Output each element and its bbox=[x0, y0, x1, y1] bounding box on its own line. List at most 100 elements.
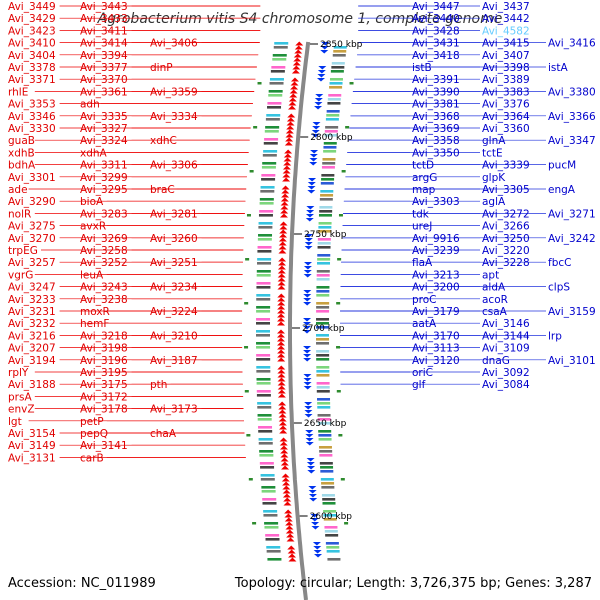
gene-label-avi-3178[interactable]: Avi_3178 bbox=[80, 404, 128, 416]
gene-label-avi-3275[interactable]: Avi_3275 bbox=[8, 221, 56, 233]
gene-label-avi-3146[interactable]: Avi_3146 bbox=[482, 318, 530, 330]
gene-label-avi-3216[interactable]: Avi_3216 bbox=[8, 330, 56, 342]
gene-label-avi-3347[interactable]: Avi_3347 bbox=[548, 135, 596, 147]
gene-label-avi-3120[interactable]: Avi_3120 bbox=[412, 355, 460, 367]
gene-label-avi-3175[interactable]: Avi_3175 bbox=[80, 379, 128, 391]
gene-label-avi-3170[interactable]: Avi_3170 bbox=[412, 330, 460, 342]
gene-label-avi-3271[interactable]: Avi_3271 bbox=[548, 208, 596, 220]
gene-label-avi-3232[interactable]: Avi_3232 bbox=[8, 318, 56, 330]
gene-label-avi-3303[interactable]: Avi_3303 bbox=[412, 196, 460, 208]
gene-label-tctd[interactable]: tctD bbox=[412, 160, 434, 172]
gene-label-tcte[interactable]: tctE bbox=[482, 147, 503, 159]
gene-label-avi-3443[interactable]: Avi_3443 bbox=[80, 1, 128, 13]
gene-label-alda[interactable]: aldA bbox=[482, 282, 506, 294]
gene-label-avi-3084[interactable]: Avi_3084 bbox=[482, 379, 530, 391]
gene-label-xdhb[interactable]: xdhB bbox=[8, 147, 35, 159]
gene-label-avi-3149[interactable]: Avi_3149 bbox=[8, 440, 56, 452]
gene-label-ista[interactable]: istA bbox=[548, 62, 569, 74]
gene-label-avi-3406[interactable]: Avi_3406 bbox=[150, 38, 198, 50]
gene-label-avi-3376[interactable]: Avi_3376 bbox=[482, 99, 530, 111]
gene-label-avi-3196[interactable]: Avi_3196 bbox=[80, 355, 128, 367]
gene-label-avi-3210[interactable]: Avi_3210 bbox=[150, 330, 198, 342]
gene-label-avi-3398[interactable]: Avi_3398 bbox=[482, 62, 530, 74]
gene-label-aata[interactable]: aatA bbox=[412, 318, 437, 330]
gene-label-avi-3391[interactable]: Avi_3391 bbox=[412, 74, 460, 86]
gene-label-avi-3257[interactable]: Avi_3257 bbox=[8, 257, 56, 269]
gene-label-avi-3252[interactable]: Avi_3252 bbox=[80, 257, 128, 269]
gene-label-bdha[interactable]: bdhA bbox=[8, 160, 36, 172]
gene-label-avi-3247[interactable]: Avi_3247 bbox=[8, 282, 56, 294]
gene-label-bioa[interactable]: bioA bbox=[80, 196, 104, 208]
gene-label-urej[interactable]: ureJ bbox=[412, 221, 432, 233]
gene-label-glf[interactable]: glf bbox=[412, 379, 426, 391]
gene-label-avi-3231[interactable]: Avi_3231 bbox=[8, 306, 56, 318]
gene-label-avi-3390[interactable]: Avi_3390 bbox=[412, 86, 460, 98]
gene-label-pepq[interactable]: pepQ bbox=[80, 428, 108, 440]
gene-label-avi-3353[interactable]: Avi_3353 bbox=[8, 99, 56, 111]
gene-label-guab[interactable]: guaB bbox=[8, 135, 35, 147]
gene-label-avi-3350[interactable]: Avi_3350 bbox=[412, 147, 460, 159]
gene-label-avi-3187[interactable]: Avi_3187 bbox=[150, 355, 198, 367]
gene-label-avi-3281[interactable]: Avi_3281 bbox=[150, 208, 198, 220]
gene-label-avi-3101[interactable]: Avi_3101 bbox=[548, 355, 596, 367]
gene-label-rply[interactable]: rplY bbox=[8, 367, 29, 379]
gene-label-avi-3416[interactable]: Avi_3416 bbox=[548, 38, 596, 50]
gene-label-avi-3339[interactable]: Avi_3339 bbox=[482, 160, 530, 172]
gene-label-tdk[interactable]: tdk bbox=[412, 208, 430, 220]
gene-label-avi-3305[interactable]: Avi_3305 bbox=[482, 184, 530, 196]
gene-label-lgt[interactable]: lgt bbox=[8, 416, 22, 428]
gene-label-avi-3092[interactable]: Avi_3092 bbox=[482, 367, 530, 379]
gene-label-avi-3220[interactable]: Avi_3220 bbox=[482, 245, 530, 257]
gene-label-avi-3243[interactable]: Avi_3243 bbox=[80, 282, 128, 294]
gene-label-avi-3200[interactable]: Avi_3200 bbox=[412, 282, 460, 294]
gene-label-avi-3404[interactable]: Avi_3404 bbox=[8, 50, 56, 62]
gene-label-avi-3377[interactable]: Avi_3377 bbox=[80, 62, 128, 74]
gene-label-avi-3272[interactable]: Avi_3272 bbox=[482, 208, 530, 220]
gene-label-avi-3207[interactable]: Avi_3207 bbox=[8, 343, 56, 355]
gene-label-argg[interactable]: argG bbox=[412, 172, 437, 184]
gene-label-oric[interactable]: oriC bbox=[412, 367, 433, 379]
gene-label-avi-3361[interactable]: Avi_3361 bbox=[80, 86, 128, 98]
gene-label-avi-3239[interactable]: Avi_3239 bbox=[412, 245, 460, 257]
gene-label-avi-3440[interactable]: Avi_3440 bbox=[412, 13, 460, 25]
gene-label-brac[interactable]: braC bbox=[150, 184, 175, 196]
gene-label-avi-3371[interactable]: Avi_3371 bbox=[8, 74, 56, 86]
gene-label-chaa[interactable]: chaA bbox=[150, 428, 177, 440]
gene-label-avi-3324[interactable]: Avi_3324 bbox=[80, 135, 128, 147]
gene-label-avi-3334[interactable]: Avi_3334 bbox=[150, 111, 198, 123]
gene-label-avi-3242[interactable]: Avi_3242 bbox=[548, 233, 596, 245]
gene-label-istb[interactable]: istB bbox=[412, 62, 432, 74]
gene-label-avi-3327[interactable]: Avi_3327 bbox=[80, 123, 128, 135]
gene-label-rhle[interactable]: rhlE bbox=[8, 86, 28, 98]
gene-label-avi-3198[interactable]: Avi_3198 bbox=[80, 343, 128, 355]
gene-label-avxr[interactable]: avxR bbox=[80, 221, 106, 233]
gene-label-avi-3299[interactable]: Avi_3299 bbox=[80, 172, 128, 184]
gene-label-avi-3335[interactable]: Avi_3335 bbox=[80, 111, 128, 123]
gene-label-avi-3141[interactable]: Avi_3141 bbox=[80, 440, 128, 452]
gene-label-lrp[interactable]: lrp bbox=[548, 330, 562, 342]
gene-label-avi-3113[interactable]: Avi_3113 bbox=[412, 343, 460, 355]
gene-label-avi-3295[interactable]: Avi_3295 bbox=[80, 184, 128, 196]
gene-label-petp[interactable]: petP bbox=[80, 416, 104, 428]
gene-label-glpk[interactable]: glpK bbox=[482, 172, 506, 184]
gene-label-avi-3423[interactable]: Avi_3423 bbox=[8, 25, 56, 37]
gene-label-avi-3368[interactable]: Avi_3368 bbox=[412, 111, 460, 123]
gene-label-xdha[interactable]: xdhA bbox=[80, 147, 108, 159]
gene-label-avi-3172[interactable]: Avi_3172 bbox=[80, 391, 128, 403]
gene-label-dnag[interactable]: dnaG bbox=[482, 355, 510, 367]
gene-label-avi-3381[interactable]: Avi_3381 bbox=[412, 99, 460, 111]
gene-label-clps[interactable]: clpS bbox=[548, 282, 570, 294]
gene-label-avi-3213[interactable]: Avi_3213 bbox=[412, 269, 460, 281]
gene-label-apt[interactable]: apt bbox=[482, 269, 499, 281]
gene-label-avi-3224[interactable]: Avi_3224 bbox=[150, 306, 198, 318]
gene-label-envz[interactable]: envZ bbox=[8, 404, 35, 416]
gene-label-prsa[interactable]: prsA bbox=[8, 391, 32, 403]
gene-label-avi-3270[interactable]: Avi_3270 bbox=[8, 233, 56, 245]
gene-label-avi-3195[interactable]: Avi_3195 bbox=[80, 367, 128, 379]
gene-label-avi-3306[interactable]: Avi_3306 bbox=[150, 160, 198, 172]
gene-label-avi-3251[interactable]: Avi_3251 bbox=[150, 257, 198, 269]
gene-label-avi-3418[interactable]: Avi_3418 bbox=[412, 50, 460, 62]
gene-label-vgrg[interactable]: vgrG bbox=[8, 269, 33, 281]
gene-label-avi-3449[interactable]: Avi_3449 bbox=[8, 1, 56, 13]
gene-label-avi-3433[interactable]: Avi_3433 bbox=[80, 13, 128, 25]
